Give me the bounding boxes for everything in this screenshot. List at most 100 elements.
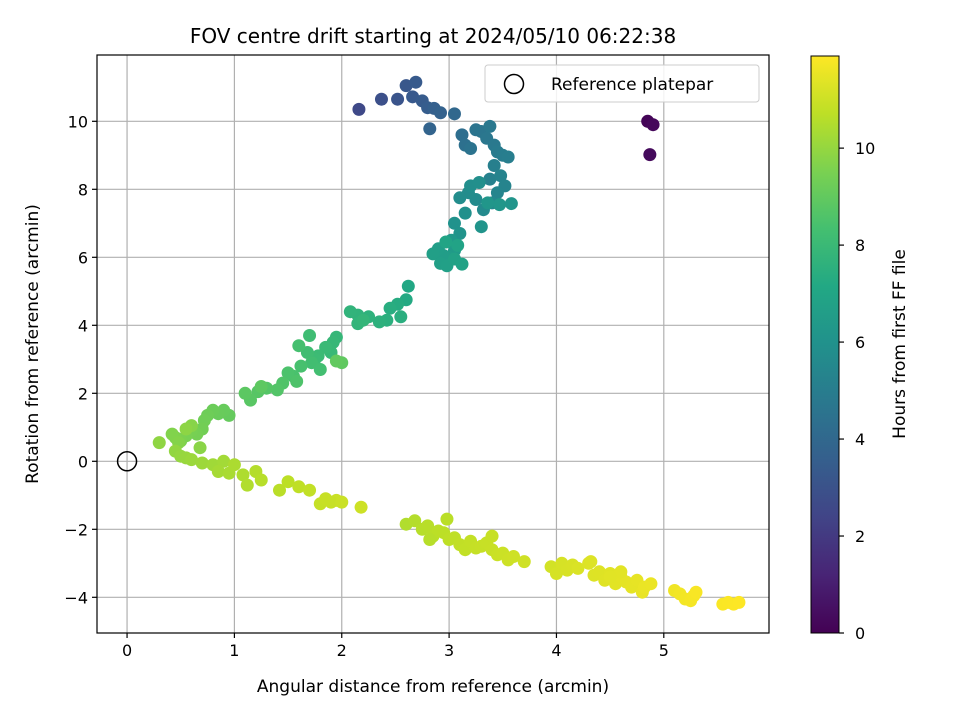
data-point (240, 478, 254, 492)
data-point (501, 150, 515, 164)
data-point (732, 595, 746, 609)
data-point (440, 512, 454, 526)
data-point (507, 550, 521, 563)
data-point (493, 198, 507, 212)
data-point (439, 235, 453, 249)
data-point (571, 561, 585, 575)
x-tick-label: 4 (551, 641, 561, 660)
data-point (236, 468, 250, 482)
reference-platepar-marker (116, 451, 138, 472)
legend: Reference platepar (484, 64, 760, 103)
data-point (455, 257, 469, 271)
x-tick-label: 3 (444, 641, 454, 660)
data-point (481, 196, 495, 210)
colorbar-label: Hours from first FF file (890, 249, 910, 439)
data-point (254, 380, 268, 393)
data-point (254, 473, 268, 487)
data-point (343, 305, 357, 319)
data-point (303, 483, 317, 497)
y-tick-label: 10 (68, 112, 88, 131)
x-axis-ticks: 0 1 2 3 4 5 (122, 633, 669, 660)
x-tick-label: 0 (122, 641, 132, 660)
data-point (643, 148, 657, 162)
data-point (434, 106, 448, 120)
data-point (423, 533, 437, 546)
data-point (494, 169, 508, 183)
data-point (319, 340, 333, 354)
plot-frame (96, 54, 770, 634)
y-tick-label: 6 (78, 248, 88, 267)
data-point (324, 495, 338, 509)
colorbar: 0 2 4 6 8 10 Hours from first FF file (810, 55, 910, 643)
data-point (408, 514, 422, 528)
data-point (483, 119, 497, 133)
colorbar-gradient (810, 55, 840, 634)
x-tick-label: 2 (337, 641, 347, 660)
data-point (394, 310, 408, 324)
data-point (211, 465, 225, 478)
data-point (490, 186, 504, 200)
colorbar-tick-label: 4 (855, 430, 865, 449)
data-point (238, 386, 252, 400)
colorbar-tick-label: 6 (855, 333, 865, 352)
data-point (487, 159, 501, 172)
x-axis-label: Angular distance from reference (arcmin) (257, 677, 609, 697)
data-point (313, 363, 327, 376)
data-point (292, 480, 306, 494)
data-point (451, 238, 465, 252)
data-point (549, 567, 563, 580)
y-axis-label: Rotation from reference (arcmin) (23, 204, 43, 484)
data-point (270, 383, 284, 397)
y-tick-label: 2 (78, 384, 88, 403)
data-point (184, 453, 198, 467)
legend-box (484, 64, 760, 103)
data-point (352, 102, 366, 116)
data-point (458, 206, 472, 220)
data-point (504, 197, 518, 211)
data-point (426, 247, 440, 261)
grid (97, 55, 769, 633)
data-point (646, 118, 660, 132)
y-tick-label: −2 (64, 520, 88, 539)
data-point (356, 313, 370, 327)
data-point (354, 500, 368, 514)
chart-title: FOV centre drift starting at 2024/05/10 … (190, 24, 676, 48)
data-point (303, 329, 317, 342)
data-point (689, 585, 703, 599)
data-point (372, 315, 386, 329)
data-point (294, 359, 308, 373)
data-point (453, 191, 467, 205)
data-points (152, 75, 746, 611)
data-point (517, 555, 531, 569)
data-point (474, 220, 488, 234)
data-point (401, 279, 415, 293)
data-point (485, 529, 499, 543)
x-tick-label: 1 (229, 641, 239, 660)
data-point (193, 441, 207, 455)
data-point (383, 301, 397, 315)
data-point (281, 366, 295, 380)
data-point (281, 475, 295, 489)
data-point (483, 172, 497, 186)
data-point (335, 495, 349, 509)
colorbar-ticks: 0 2 4 6 8 10 (839, 139, 875, 643)
data-point (464, 142, 478, 155)
data-point (217, 454, 231, 468)
colorbar-tick-label: 0 (855, 624, 865, 643)
data-point (409, 75, 423, 89)
data-point (447, 107, 461, 121)
y-tick-label: 4 (78, 316, 88, 335)
data-point (455, 128, 469, 142)
data-point (227, 458, 241, 472)
data-point (152, 436, 166, 450)
data-point (195, 456, 209, 470)
data-point (472, 176, 486, 189)
data-point (292, 339, 306, 353)
legend-label: Reference platepar (551, 75, 713, 95)
x-tick-label: 5 (659, 641, 669, 660)
data-point (272, 483, 286, 497)
data-point (644, 577, 658, 591)
y-tick-label: −4 (64, 588, 88, 607)
legend-marker (503, 73, 525, 95)
